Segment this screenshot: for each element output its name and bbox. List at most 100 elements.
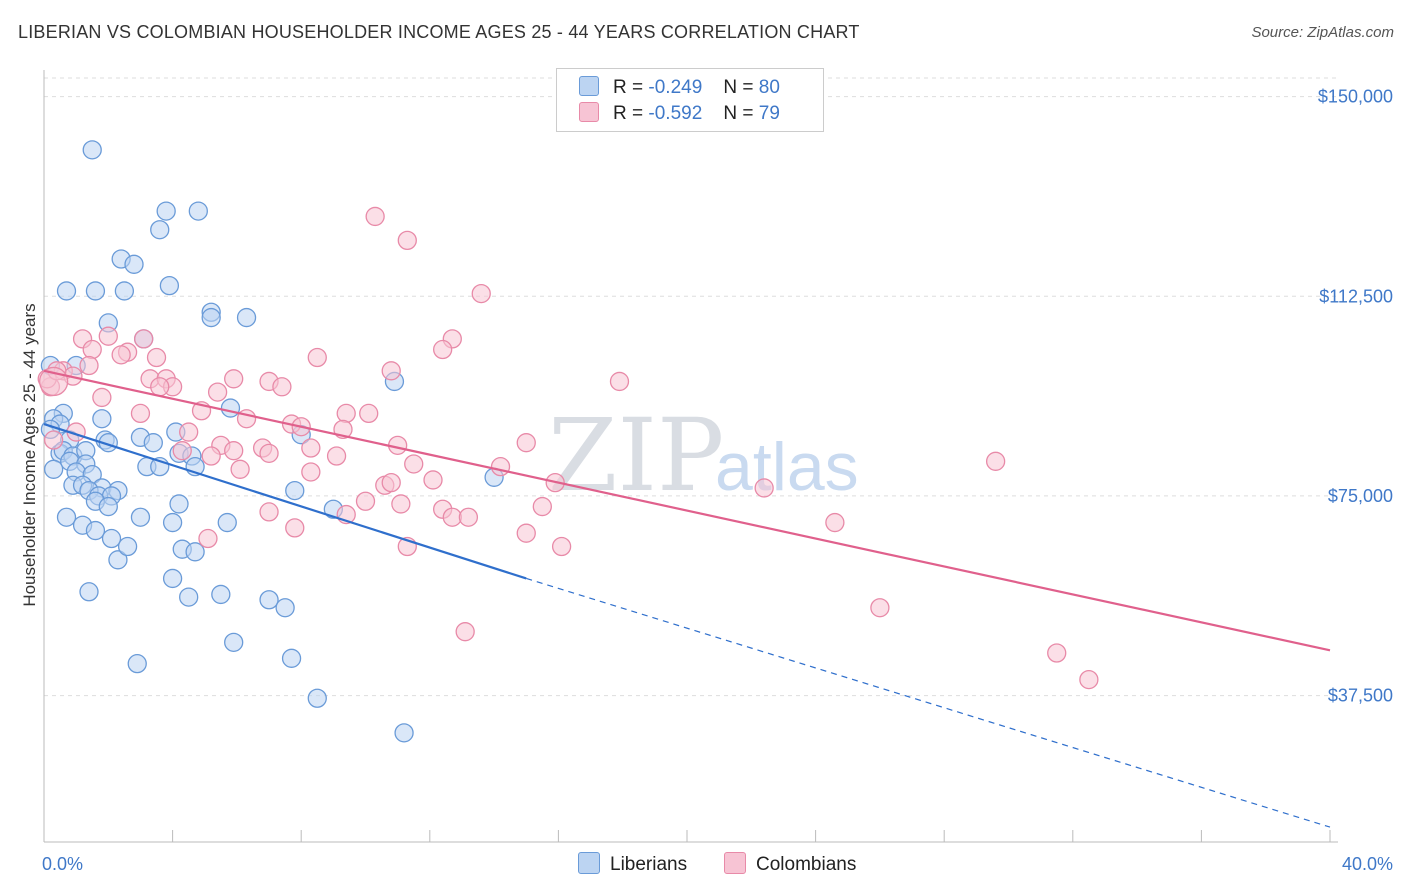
colombian-point bbox=[754, 478, 774, 498]
colombian-point bbox=[516, 523, 536, 543]
liberian-point bbox=[56, 507, 77, 527]
liberian-point bbox=[43, 459, 64, 479]
legend-row-liberians: R = -0.249 N = 80 bbox=[579, 76, 780, 100]
colombian-point bbox=[490, 456, 511, 477]
colombian-point bbox=[471, 283, 491, 304]
y-tick-label: $75,000 bbox=[1328, 486, 1393, 506]
stats-legend: R = -0.249 N = 80 R = -0.592 N = 79 bbox=[556, 68, 824, 132]
liberian-point bbox=[281, 648, 302, 668]
colombian-point bbox=[198, 528, 218, 549]
liberians-swatch-icon bbox=[579, 76, 599, 96]
liberian-point bbox=[394, 723, 414, 743]
legend-n-label: N = bbox=[723, 77, 754, 98]
colombian-point bbox=[458, 507, 479, 527]
colombian-point bbox=[43, 430, 64, 450]
legend-n-value: 80 bbox=[758, 77, 780, 98]
liberian-point bbox=[98, 496, 118, 517]
colombian-point bbox=[516, 433, 536, 453]
x-tick-label: 0.0% bbox=[42, 854, 83, 874]
liberian-point bbox=[85, 520, 106, 541]
liberian-point bbox=[159, 275, 180, 296]
liberian-point bbox=[85, 281, 106, 301]
y-tick-label: $150,000 bbox=[1318, 87, 1393, 107]
colombian-point bbox=[355, 491, 376, 511]
legend-r-value: -0.249 bbox=[648, 77, 703, 98]
colombian-point bbox=[404, 454, 424, 474]
colombian-point bbox=[301, 462, 321, 482]
liberian-point bbox=[162, 568, 183, 589]
source-label: Source: ZipAtlas.com bbox=[1251, 24, 1394, 41]
liberian-point bbox=[188, 201, 208, 221]
colombian-point bbox=[442, 507, 462, 527]
legend-r-value: -0.592 bbox=[648, 103, 703, 124]
colombian-point bbox=[207, 382, 228, 402]
colombian-point bbox=[307, 347, 327, 368]
liberian-point bbox=[92, 409, 112, 429]
liberians-legend-icon bbox=[578, 852, 600, 874]
data-points bbox=[37, 140, 1099, 743]
colombian-point bbox=[134, 329, 154, 349]
liberian-point bbox=[127, 653, 147, 674]
legend-n-value: 79 bbox=[758, 103, 780, 124]
liberian-point bbox=[217, 512, 237, 533]
colombian-point bbox=[397, 230, 417, 251]
watermark-zip: ZIP bbox=[548, 397, 724, 514]
tick-labels: $37,500 $75,000 $112,500 $150,000 0.0% 40.0% bbox=[42, 87, 1393, 874]
liberian-point bbox=[143, 433, 163, 453]
colombians-legend-icon bbox=[724, 852, 746, 874]
colombian-point bbox=[326, 446, 347, 466]
liberians-trend-line bbox=[43, 423, 527, 580]
colombian-point bbox=[150, 377, 170, 397]
liberian-point bbox=[259, 590, 279, 610]
legend-liberians-label: Liberians bbox=[610, 854, 688, 875]
colombian-point bbox=[259, 502, 279, 522]
legend-item-liberians: Liberians bbox=[578, 852, 687, 876]
liberian-point bbox=[130, 507, 151, 527]
colombians-swatch-icon bbox=[579, 102, 599, 122]
trend-lines bbox=[43, 369, 1331, 828]
liberian-point bbox=[169, 494, 189, 514]
colombian-point bbox=[179, 422, 199, 442]
liberian-point bbox=[56, 281, 77, 301]
colombian-point bbox=[224, 441, 244, 461]
liberian-point bbox=[156, 201, 176, 221]
colombian-point bbox=[146, 347, 167, 368]
liberian-point bbox=[224, 632, 244, 652]
liberian-point bbox=[150, 220, 170, 240]
liberian-point bbox=[82, 140, 102, 160]
colombian-point bbox=[609, 371, 630, 392]
colombian-point bbox=[825, 512, 845, 533]
colombian-point bbox=[98, 326, 118, 346]
liberian-point bbox=[114, 281, 135, 301]
colombian-point bbox=[423, 470, 443, 490]
colombian-point bbox=[201, 446, 221, 466]
colombian-point bbox=[391, 494, 411, 514]
colombian-point bbox=[336, 403, 356, 424]
legend-row-colombians: R = -0.592 N = 79 bbox=[579, 102, 780, 126]
liberian-point bbox=[275, 598, 295, 618]
liberian-point bbox=[108, 550, 128, 570]
legend-colombians-label: Colombians bbox=[756, 854, 857, 875]
liberian-point bbox=[101, 528, 122, 549]
colombian-point bbox=[130, 403, 151, 424]
colombian-point bbox=[1079, 669, 1099, 690]
legend-r-label: R = bbox=[613, 77, 644, 98]
colombian-point bbox=[365, 206, 385, 227]
liberian-point bbox=[201, 307, 221, 328]
liberian-point bbox=[236, 307, 257, 328]
watermark-atlas: atlas bbox=[715, 429, 859, 505]
liberians-trend-extension bbox=[526, 577, 1331, 828]
legend-item-colombians: Colombians bbox=[724, 852, 856, 876]
liberian-point bbox=[179, 587, 199, 607]
colombian-point bbox=[985, 451, 1006, 471]
colombian-point bbox=[551, 536, 572, 557]
watermark: ZIP atlas bbox=[548, 397, 859, 514]
colombian-point bbox=[172, 441, 192, 461]
colombian-point bbox=[381, 361, 401, 381]
y-tick-label: $37,500 bbox=[1328, 686, 1393, 706]
liberian-point bbox=[79, 582, 99, 602]
legend-r-label: R = bbox=[613, 103, 644, 124]
colombian-point bbox=[224, 369, 244, 389]
liberian-point bbox=[124, 254, 144, 274]
